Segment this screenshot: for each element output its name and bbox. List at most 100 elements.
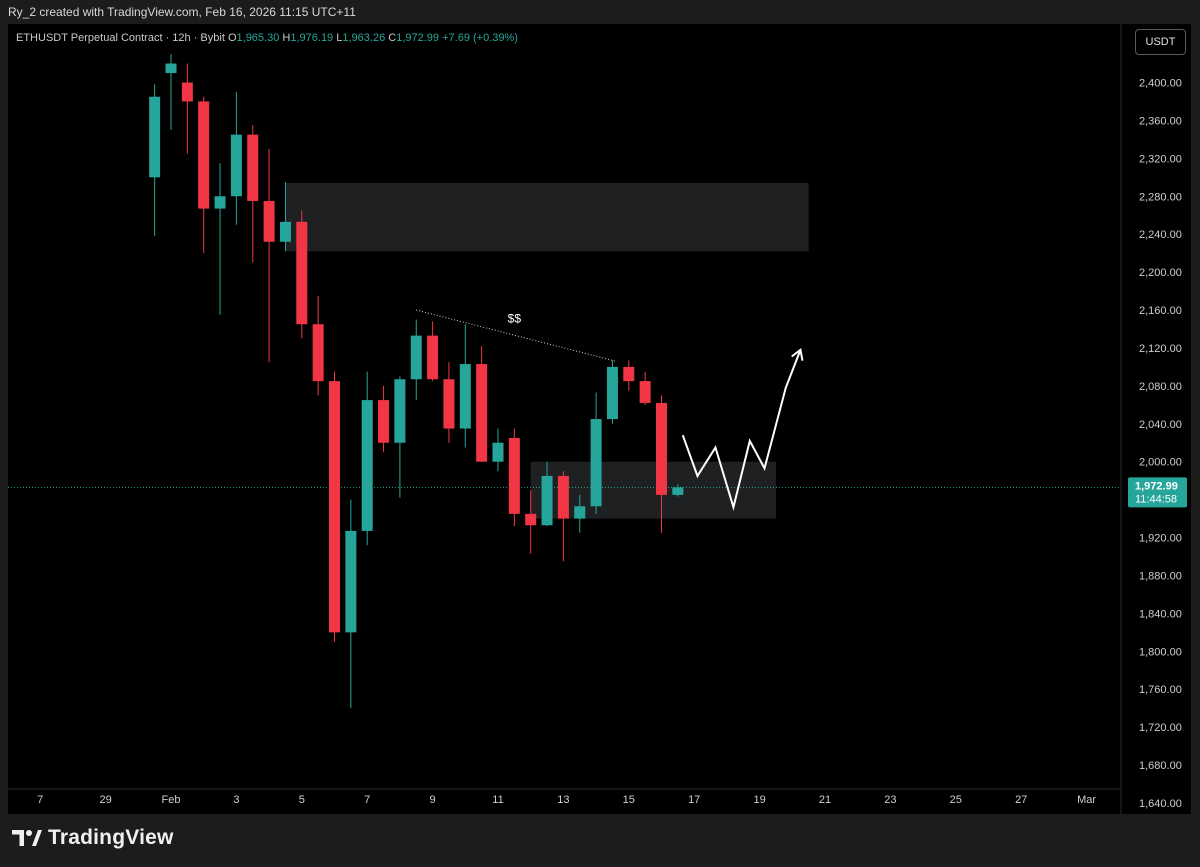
creator-attribution: Ry_2 created with TradingView.com, Feb 1… <box>8 5 356 19</box>
candle-body-16 <box>410 335 422 380</box>
currency-button[interactable]: USDT <box>1135 29 1186 55</box>
open-label: O <box>227 32 237 44</box>
candle-body-24 <box>541 475 553 526</box>
low-value: 1,963.26 <box>342 32 386 44</box>
candle-body-9 <box>296 221 308 325</box>
symbol-name[interactable]: ETHUSDT Perpetual Contract · 12h · Bybit <box>16 32 225 44</box>
candle-body-3 <box>198 101 210 209</box>
candle-body-22 <box>508 438 520 514</box>
brand-name: TradingView <box>48 826 174 849</box>
liquidity-label: $$ <box>508 311 522 325</box>
projection-path <box>681 349 802 512</box>
price-tick-label: 2,240.00 <box>1139 229 1182 241</box>
price-tick-label: 2,160.00 <box>1139 305 1182 317</box>
close-value: 1,972.99 <box>396 32 440 44</box>
price-tick-label: 1,640.00 <box>1139 798 1182 810</box>
price-tick-label: 1,880.00 <box>1139 570 1182 582</box>
candle-body-25 <box>557 475 569 519</box>
symbol-legend[interactable]: ETHUSDT Perpetual Contract · 12h · Bybit… <box>16 32 518 44</box>
zone-rect-0 <box>285 182 809 252</box>
price-tick-label: 2,080.00 <box>1139 381 1182 393</box>
candle-body-29 <box>623 366 635 382</box>
candle-body-31 <box>656 402 667 495</box>
candle-body-1 <box>165 63 177 74</box>
price-tick-label: 1,920.00 <box>1139 533 1182 545</box>
price-tick-label: 2,040.00 <box>1139 419 1182 431</box>
candle-body-27 <box>590 419 602 507</box>
time-tick-label: 23 <box>884 794 896 806</box>
time-axis[interactable]: 7 29 Feb 3 5 7 9 11 13 15 17 19 21 23 25 27 Mar <box>8 788 1121 806</box>
last-price-tag: 1,972.99 11:44:58 <box>1128 477 1187 508</box>
price-tick-label: 2,000.00 <box>1139 457 1182 469</box>
candle-body-8 <box>279 221 291 242</box>
time-tick-label: 27 <box>1015 794 1027 806</box>
price-tick-label: 1,720.00 <box>1139 722 1182 734</box>
price-tick-label: 2,360.00 <box>1139 115 1182 127</box>
candle-body-7 <box>263 201 275 242</box>
time-tick-label: Mar <box>1077 794 1096 806</box>
price-tick-label: 1,680.00 <box>1139 760 1182 772</box>
time-tick-label: 7 <box>37 794 43 806</box>
price-tick-label: 1,800.00 <box>1139 646 1182 658</box>
candle-body-30 <box>639 381 651 403</box>
price-tick-label: 1,840.00 <box>1139 608 1182 620</box>
change-value: +7.69 (+0.39%) <box>442 32 518 44</box>
candle-body-26 <box>574 506 586 519</box>
open-value: 1,965.30 <box>236 32 280 44</box>
price-tick-label: 1,760.00 <box>1139 684 1182 696</box>
liquidity-trendline <box>416 309 616 362</box>
candle-body-20 <box>476 364 488 462</box>
candle-countdown: 11:44:58 <box>1135 493 1177 505</box>
time-tick-label: 9 <box>430 794 436 806</box>
candle-body-5 <box>230 134 242 197</box>
time-tick-label: 7 <box>364 794 370 806</box>
time-tick-label: 13 <box>557 794 569 806</box>
price-tick-label: 2,120.00 <box>1139 343 1182 355</box>
high-value: 1,976.19 <box>290 32 334 44</box>
candle-body-23 <box>525 513 537 526</box>
close-label: C <box>388 32 397 44</box>
zone-rect-1 <box>530 461 776 519</box>
candle-body-28 <box>606 366 618 420</box>
candle-body-14 <box>378 400 390 443</box>
time-tick-label: 11 <box>492 794 503 806</box>
time-tick-label: 15 <box>623 794 635 806</box>
candle-body-2 <box>181 82 193 102</box>
candle-body-6 <box>247 134 259 202</box>
candle-body-4 <box>214 196 226 209</box>
time-tick-label: 29 <box>99 794 111 806</box>
candle-body-0 <box>149 96 161 178</box>
time-tick-label: 19 <box>753 794 765 806</box>
tradingview-logo: TradingView <box>12 826 174 850</box>
time-tick-label: Feb <box>162 794 181 806</box>
last-price-tag-box <box>1128 477 1187 508</box>
candle-body-21 <box>492 442 504 462</box>
candle-body-32 <box>672 487 684 495</box>
high-label: H <box>282 32 291 44</box>
price-chart[interactable]: $$ 2,400.00 2,360.00 2,320.00 2,280.00 2,240… <box>8 24 1191 814</box>
price-tick-label: 2,400.00 <box>1139 78 1182 90</box>
candle-body-18 <box>443 379 455 429</box>
candles-layer <box>149 54 684 709</box>
time-tick-label: 3 <box>233 794 239 806</box>
candle-body-10 <box>312 324 324 382</box>
chart-panel[interactable]: $$ 2,400.00 2,360.00 2,320.00 2,280.00 2,240… <box>8 24 1191 814</box>
drawings-layer: $$ <box>416 309 804 512</box>
candle-body-17 <box>427 335 439 380</box>
price-tick-label: 2,280.00 <box>1139 191 1182 203</box>
time-tick-label: 25 <box>950 794 962 806</box>
last-price-value: 1,972.99 <box>1135 480 1178 492</box>
price-tick-label: 2,200.00 <box>1139 267 1182 279</box>
time-tick-label: 17 <box>688 794 700 806</box>
low-label: L <box>336 32 343 44</box>
time-tick-label: 5 <box>299 794 305 806</box>
candle-body-13 <box>361 400 373 531</box>
candle-body-19 <box>459 364 471 429</box>
candle-body-11 <box>329 381 340 633</box>
price-tick-label: 2,320.00 <box>1139 153 1182 165</box>
candle-body-12 <box>345 530 357 633</box>
price-axis[interactable]: 2,400.00 2,360.00 2,320.00 2,280.00 2,240.00… <box>1120 24 1182 814</box>
projection-arrowhead <box>791 348 804 361</box>
time-tick-label: 21 <box>819 794 831 806</box>
tradingview-logo-icon <box>12 830 42 846</box>
